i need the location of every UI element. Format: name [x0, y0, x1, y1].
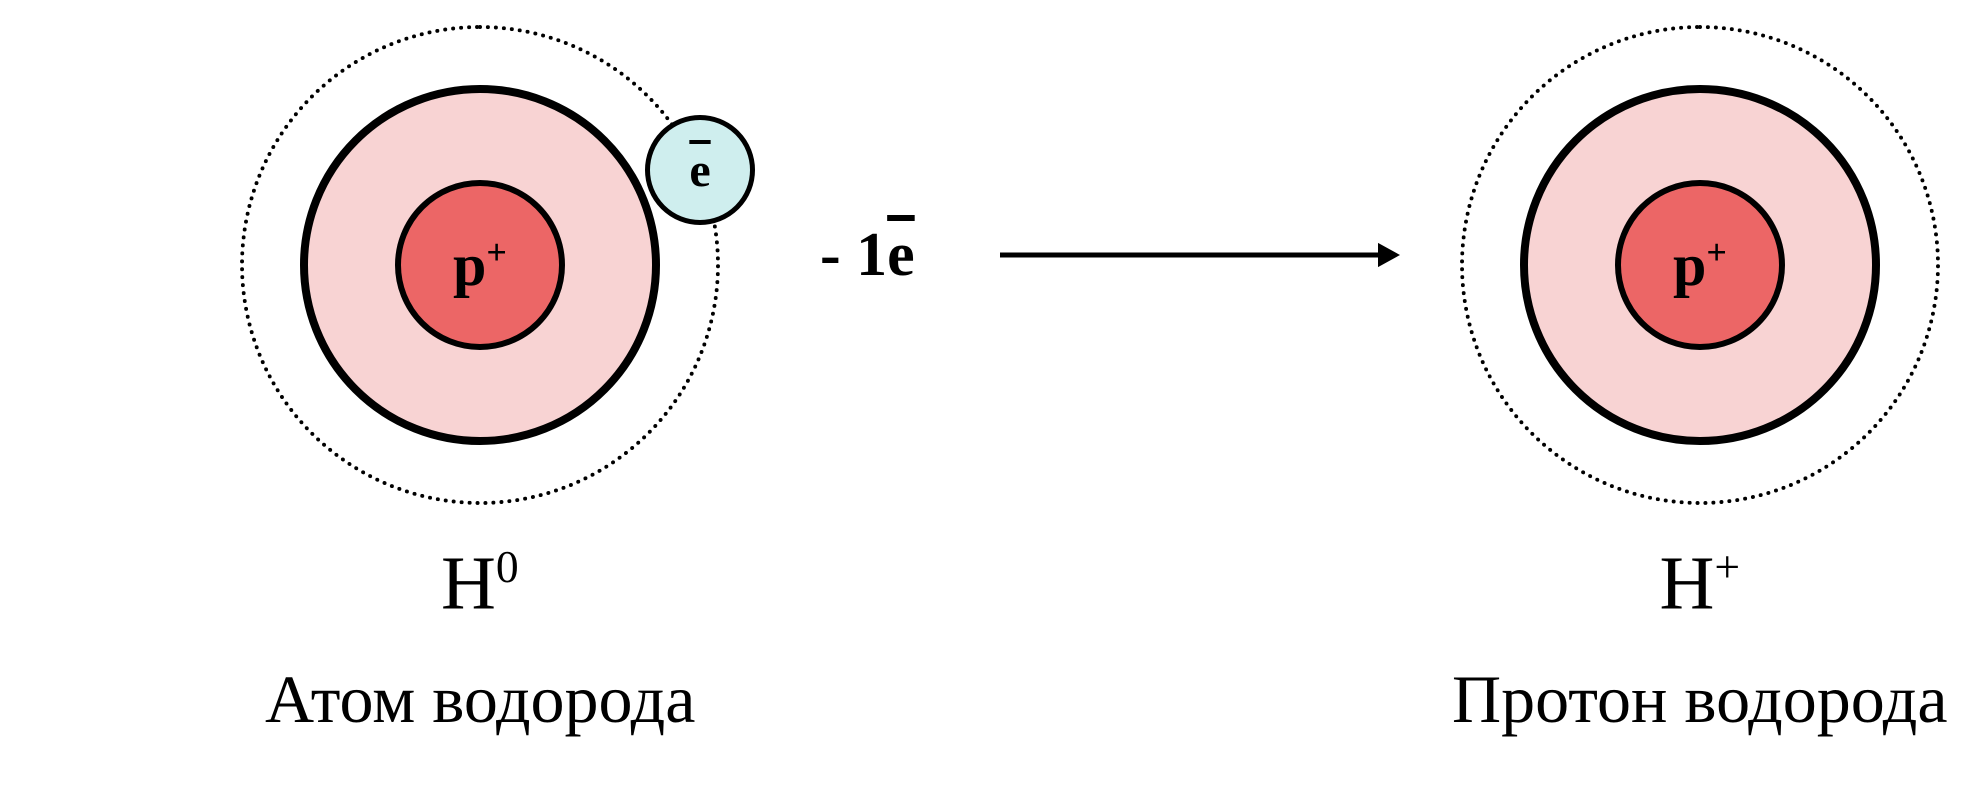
- right-nucleus: p+: [1615, 180, 1785, 350]
- right-caption: Протон водорода: [1452, 660, 1948, 739]
- right-formula: H+: [1660, 540, 1741, 627]
- right-nucleus-label: p+: [1673, 231, 1727, 300]
